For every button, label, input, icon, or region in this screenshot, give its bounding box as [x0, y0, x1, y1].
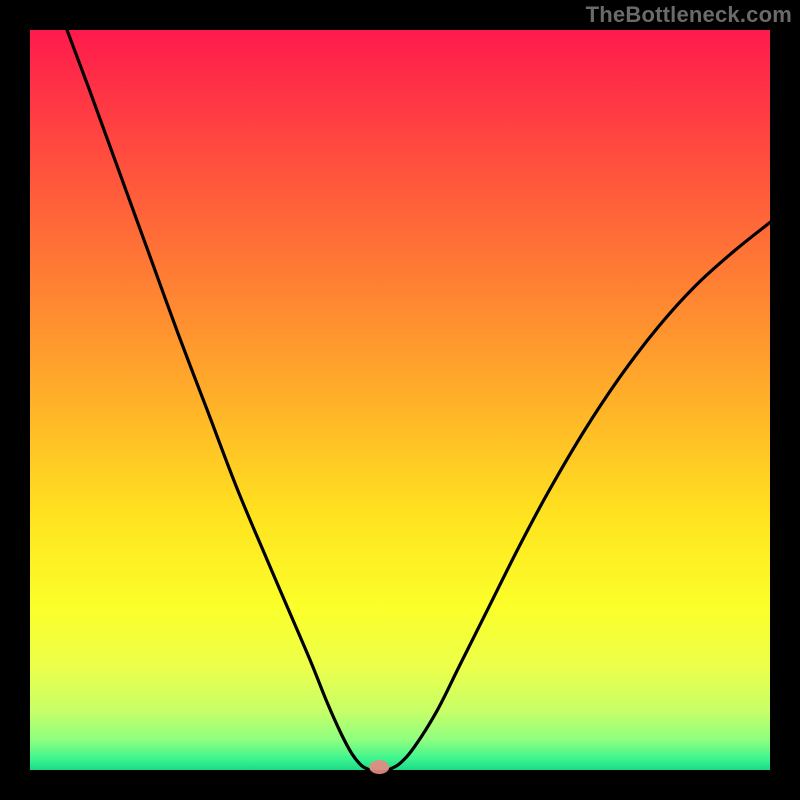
gradient-background: [30, 30, 770, 770]
chart-container: TheBottleneck.com: [0, 0, 800, 800]
bottleneck-chart: [0, 0, 800, 800]
watermark-text: TheBottleneck.com: [586, 2, 792, 28]
bottleneck-marker: [369, 760, 389, 774]
